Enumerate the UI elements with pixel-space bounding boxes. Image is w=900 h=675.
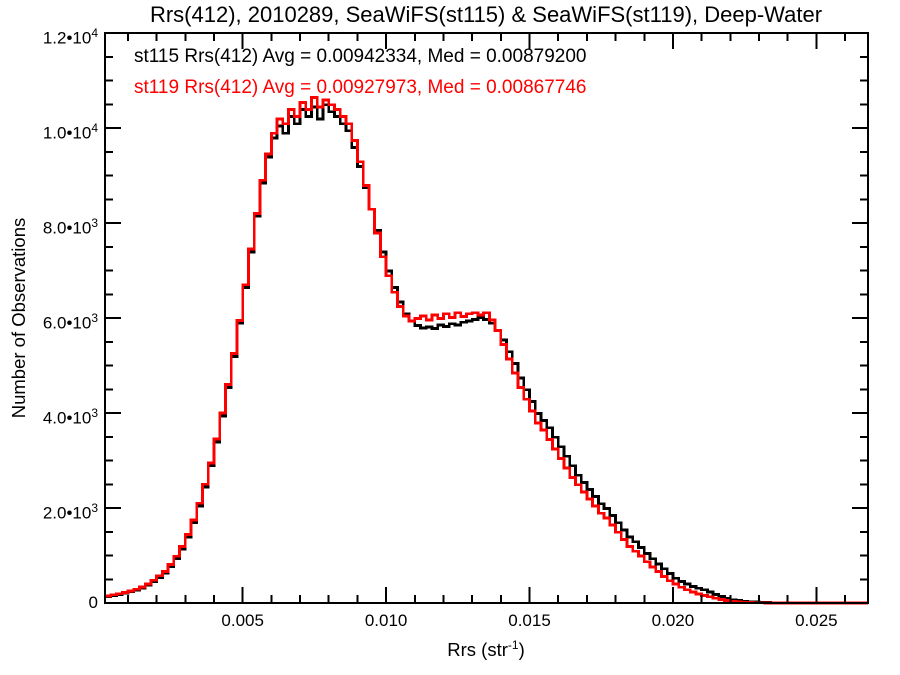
legend-entry-st119: st119 Rrs(412) Avg = 0.00927973, Med = 0…	[134, 77, 587, 98]
y-tick-label: 2.0•103	[42, 501, 98, 523]
x-tick-label: 0.015	[508, 611, 551, 630]
series-curve-st119	[105, 96, 868, 605]
x-axis-title-exponent: -1	[507, 638, 519, 652]
x-tick-label: 0.010	[364, 611, 408, 630]
series-curve-st115	[105, 103, 868, 605]
x-axis-title: Rrs (str-1)	[286, 638, 686, 661]
legend-entry-st115: st115 Rrs(412) Avg = 0.00942334, Med = 0…	[134, 46, 587, 67]
y-tick-label: 8.0•103	[42, 216, 98, 238]
y-tick-label: 0	[88, 593, 98, 612]
x-axis-title-text: Rrs (str	[447, 639, 508, 661]
y-tick-label: 1.2•104	[42, 26, 98, 48]
x-tick-label: 0.025	[795, 611, 838, 630]
x-axis-title-suffix: )	[518, 639, 525, 661]
y-tick-label: 6.0•103	[42, 311, 98, 333]
x-tick-label: 0.005	[221, 611, 264, 630]
y-tick-label: 4.0•103	[42, 406, 98, 428]
x-tick-label: 0.020	[651, 611, 695, 630]
y-tick-label: 1.0•104	[42, 121, 98, 143]
chart-title: Rrs(412), 2010289, SeaWiFS(st115) & SeaW…	[149, 2, 823, 27]
